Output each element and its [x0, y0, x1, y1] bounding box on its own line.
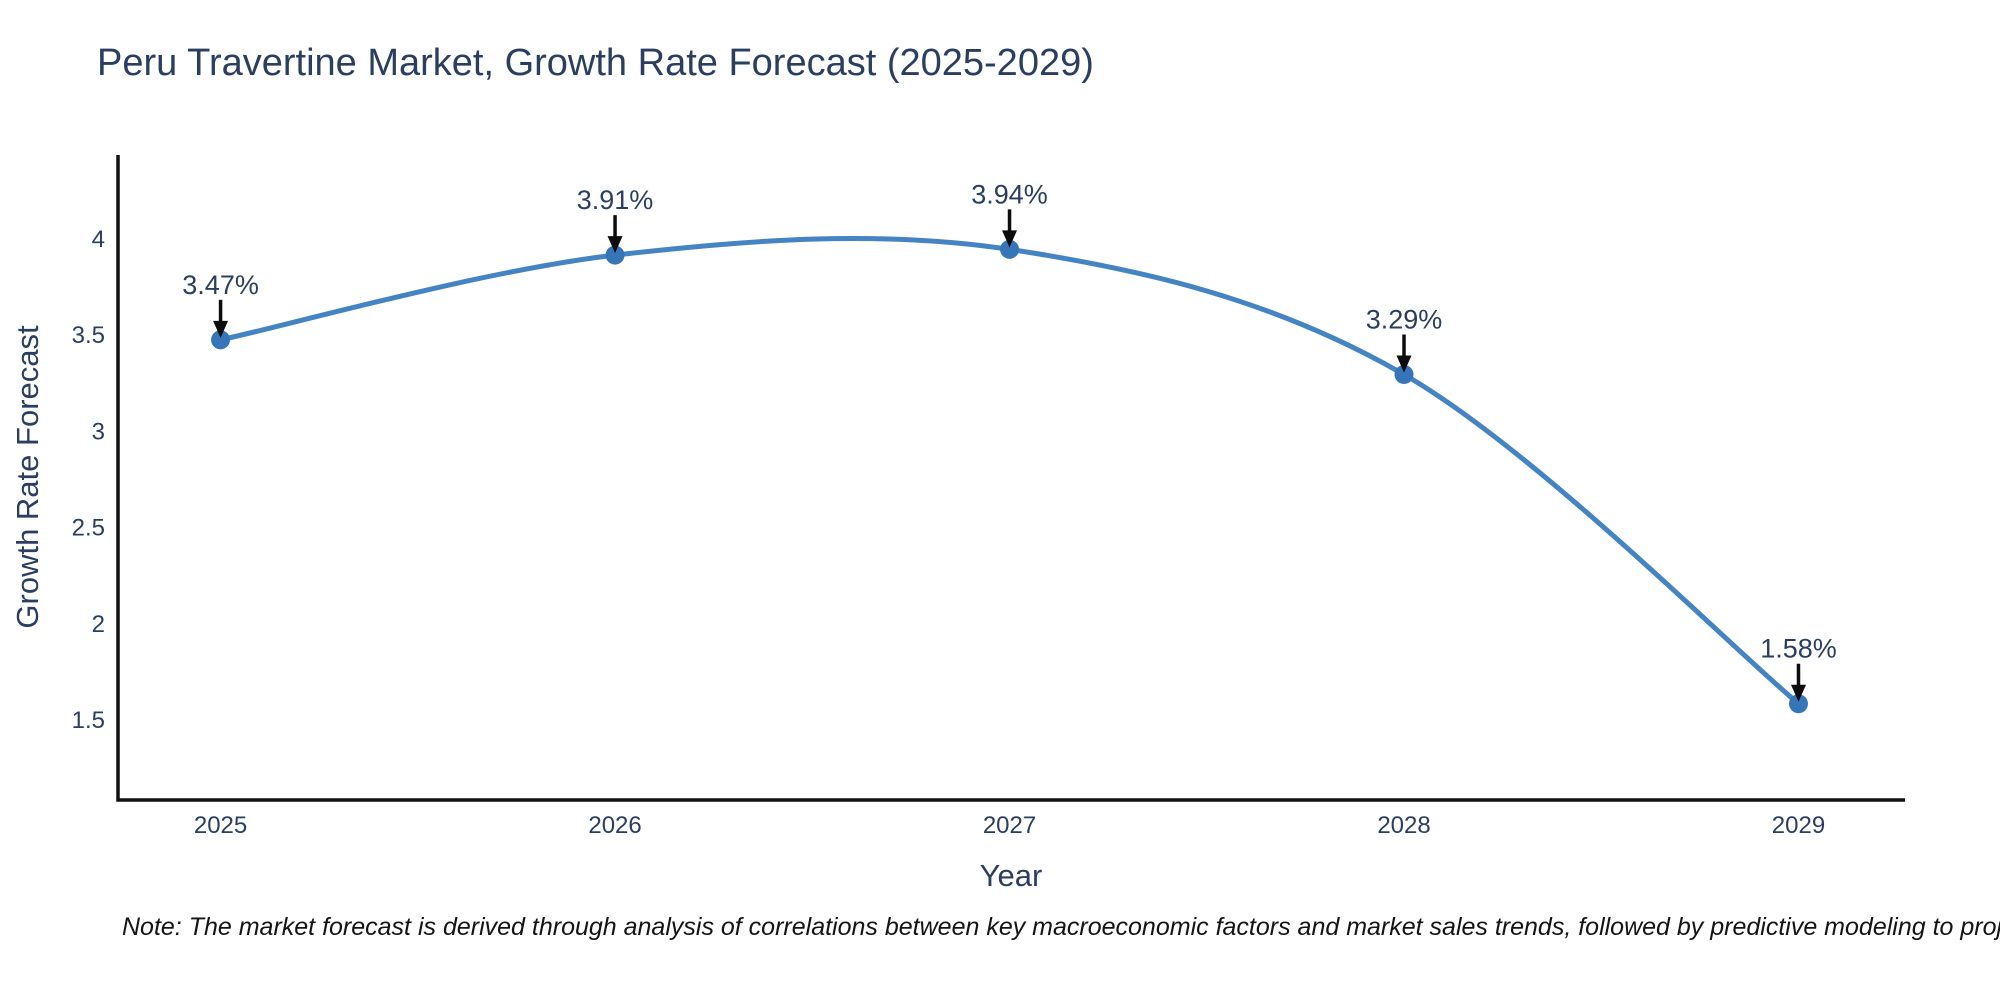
- y-tick-label: 1.5: [72, 707, 105, 734]
- x-tick-label: 2025: [194, 812, 247, 839]
- annotation-arrowhead-icon: [1790, 684, 1806, 702]
- point-annotation-2027: 3.94%: [971, 179, 1048, 209]
- data-point-2029[interactable]: [1788, 694, 1808, 714]
- x-axis-title: Year: [979, 858, 1043, 893]
- data-point-2028[interactable]: [1394, 364, 1414, 384]
- point-annotation-2025: 3.47%: [182, 270, 259, 300]
- y-tick-label: 2: [92, 611, 105, 638]
- y-tick-label: 3.5: [72, 322, 105, 349]
- y-tick-label: 4: [92, 226, 105, 253]
- data-point-2025[interactable]: [211, 330, 231, 350]
- axis-lines: [116, 155, 1905, 802]
- data-point-2026[interactable]: [605, 245, 625, 265]
- annotation-arrowhead-icon: [607, 236, 623, 254]
- annotation-arrowhead-icon: [1002, 230, 1018, 248]
- x-tick-label: 2028: [1377, 812, 1430, 839]
- point-annotation-2029: 1.58%: [1760, 634, 1837, 664]
- forecast-line: [218, 235, 1801, 707]
- x-tick-label: 2029: [1772, 812, 1825, 839]
- chart-title: Peru Travertine Market, Growth Rate Fore…: [97, 42, 1094, 84]
- footnote: Note: The market forecast is derived thr…: [122, 913, 2000, 941]
- data-point-2027[interactable]: [1000, 239, 1020, 259]
- annotation-arrowhead-icon: [1396, 355, 1412, 373]
- y-tick-label: 2.5: [72, 515, 105, 542]
- point-annotation-2026: 3.91%: [577, 185, 654, 215]
- x-tick-label: 2027: [983, 812, 1036, 839]
- point-annotation-2028: 3.29%: [1366, 304, 1443, 334]
- x-tick-label: 2026: [588, 812, 641, 839]
- y-tick-label: 3: [92, 418, 105, 445]
- annotation-arrowhead-icon: [213, 320, 229, 338]
